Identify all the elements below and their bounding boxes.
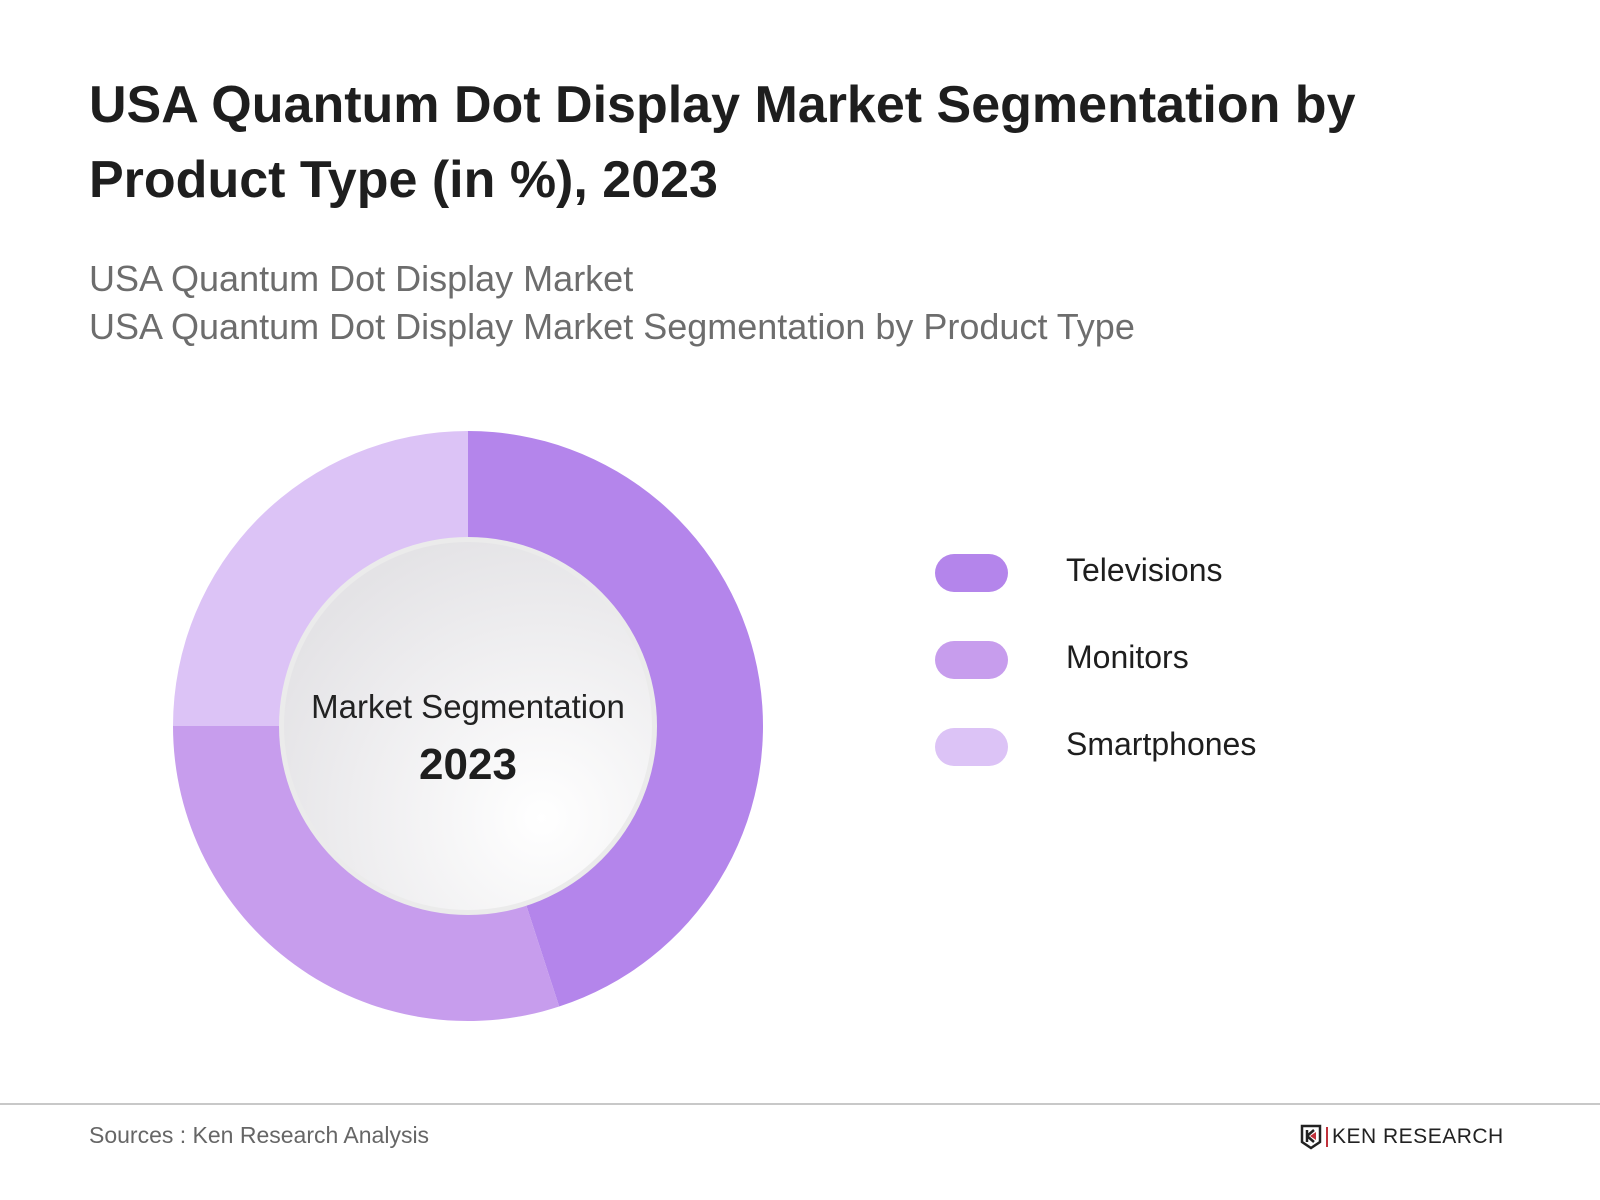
legend-swatch — [935, 728, 1008, 766]
legend-swatch — [935, 641, 1008, 679]
footer-divider — [0, 1103, 1600, 1105]
legend-swatch — [935, 554, 1008, 592]
logo-text: KEN RESEARCH — [1332, 1125, 1504, 1148]
ken-research-logo: KEN RESEARCH — [1300, 1124, 1504, 1150]
chart-title: USA Quantum Dot Display Market Segmentat… — [89, 76, 1356, 209]
subtitle-segmentation: USA Quantum Dot Display Market Segmentat… — [89, 306, 1135, 347]
source-note: Sources : Ken Research Analysis — [89, 1122, 430, 1148]
legend-label: Smartphones — [1066, 726, 1257, 762]
donut-chart — [172, 431, 763, 1022]
legend-label: Televisions — [1066, 552, 1223, 588]
legend-label: Monitors — [1066, 639, 1189, 675]
donut-center — [284, 542, 652, 910]
subtitle-market: USA Quantum Dot Display Market — [89, 258, 634, 299]
ken-research-logo-icon — [1300, 1124, 1322, 1150]
center-label: Market Segmentation — [311, 688, 625, 725]
center-year: 2023 — [419, 740, 517, 789]
